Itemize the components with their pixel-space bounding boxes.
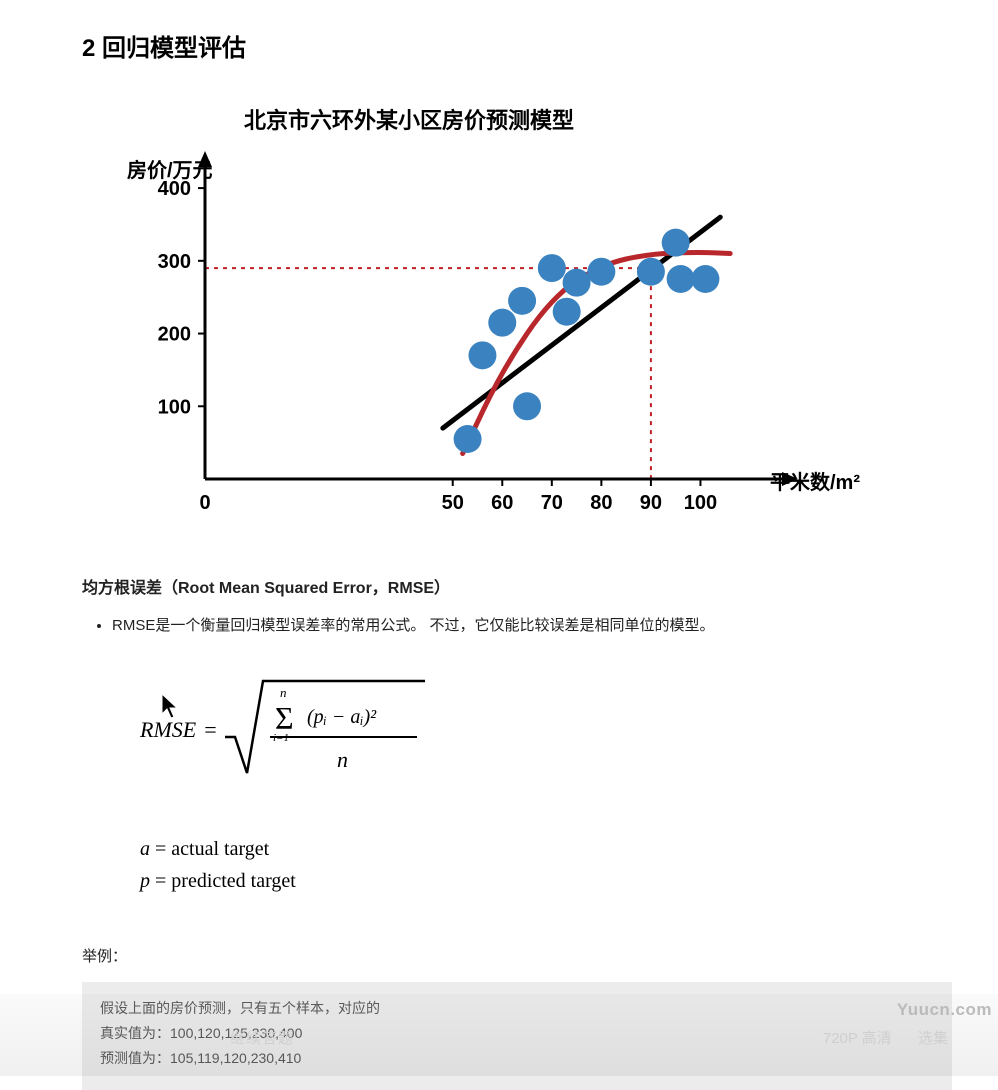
example-actual-values: 100,120,125,230,400 bbox=[170, 1025, 302, 1041]
rmse-formula: RMSE = Σ n i=1 (pᵢ − aᵢ)² n bbox=[0, 635, 998, 785]
chart-svg: 房价/万元平米数/m²10020030040005060708090100 bbox=[90, 149, 870, 529]
svg-text:0: 0 bbox=[199, 492, 210, 514]
svg-text:100: 100 bbox=[158, 396, 191, 418]
example-box: 假设上面的房价预测，只有五个样本，对应的 真实值为：100,120,125,23… bbox=[82, 982, 952, 1090]
example-predicted-label: 预测值为： bbox=[100, 1050, 170, 1066]
svg-text:200: 200 bbox=[158, 324, 191, 346]
chart-title: 北京市六环外某小区房价预测模型 bbox=[0, 63, 998, 135]
svg-text:(pᵢ − aᵢ)²: (pᵢ − aᵢ)² bbox=[307, 706, 377, 728]
formula-legend: a = actual target p = predicted target bbox=[0, 785, 998, 897]
svg-text:100: 100 bbox=[684, 492, 717, 514]
svg-text:400: 400 bbox=[158, 178, 191, 200]
svg-text:i=1: i=1 bbox=[273, 732, 289, 744]
example-predicted-values: 105,119,120,230,410 bbox=[170, 1050, 301, 1066]
example-label: 举例： bbox=[0, 897, 998, 966]
svg-text:50: 50 bbox=[442, 492, 464, 514]
svg-text:80: 80 bbox=[590, 492, 612, 514]
regression-chart: 房价/万元平米数/m²10020030040005060708090100 bbox=[90, 149, 870, 534]
svg-text:60: 60 bbox=[491, 492, 513, 514]
watermark: Yuucn.com bbox=[897, 1000, 992, 1020]
rmse-description: RMSE是一个衡量回归模型误差率的常用公式。 不过，它仅能比较误差是相同单位的模… bbox=[112, 614, 998, 635]
svg-text:90: 90 bbox=[640, 492, 662, 514]
svg-text:n: n bbox=[280, 685, 287, 700]
example-line1: 假设上面的房价预测，只有五个样本，对应的 bbox=[100, 996, 934, 1021]
rmse-description-list: RMSE是一个衡量回归模型误差率的常用公式。 不过，它仅能比较误差是相同单位的模… bbox=[0, 598, 998, 635]
legend-p: predicted target bbox=[171, 870, 296, 892]
svg-text:n: n bbox=[337, 747, 348, 772]
svg-text:70: 70 bbox=[541, 492, 563, 514]
svg-text:300: 300 bbox=[158, 251, 191, 273]
cursor-icon bbox=[160, 692, 182, 720]
legend-a: actual target bbox=[171, 838, 269, 860]
formula-lhs: RMSE bbox=[140, 717, 196, 743]
svg-text:Σ: Σ bbox=[275, 700, 294, 736]
section-heading: 2 回归模型评估 bbox=[0, 0, 998, 63]
example-actual-label: 真实值为： bbox=[100, 1025, 170, 1041]
rmse-subheading: 均方根误差（Root Mean Squared Error，RMSE） bbox=[0, 534, 998, 598]
